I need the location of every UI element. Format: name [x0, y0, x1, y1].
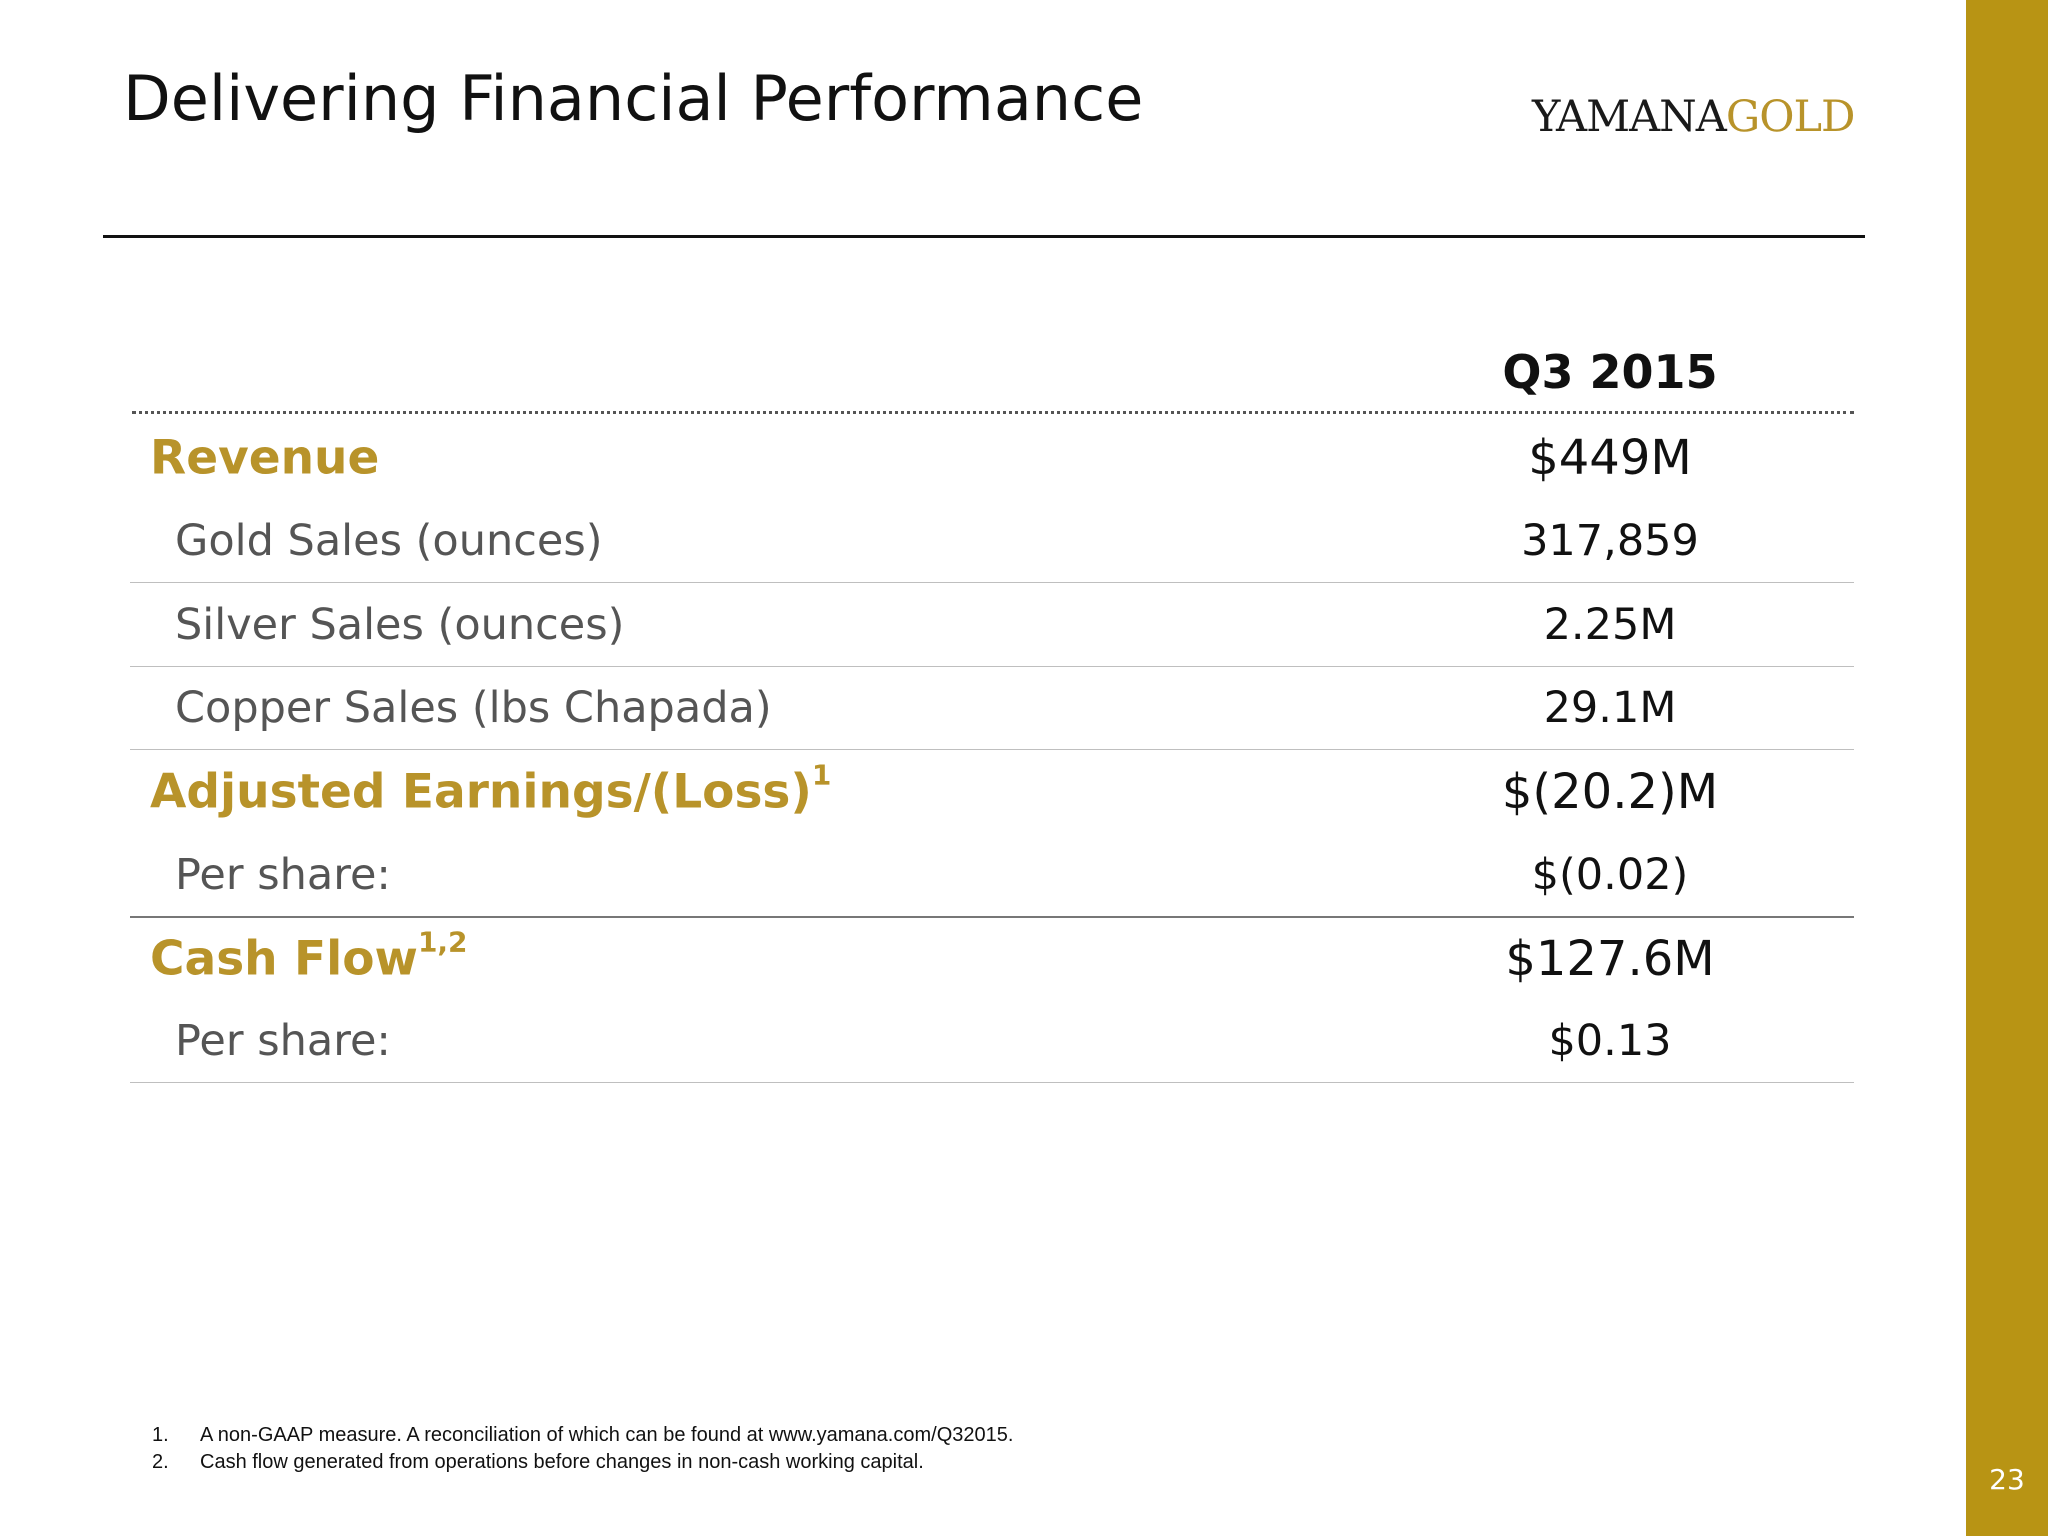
table-row-silver-sales: Silver Sales (ounces) 2.25M: [130, 583, 1854, 667]
header-dotted-divider: [132, 411, 1854, 414]
footnote-ref: 1,2: [417, 925, 468, 959]
table-row-revenue: Revenue $449M: [130, 416, 1854, 499]
table-row-cash-flow: Cash Flow1,2 $127.6M: [130, 917, 1854, 1000]
footnotes: 1. A non-GAAP measure. A reconciliation …: [152, 1424, 1013, 1478]
footnote-2: 2. Cash flow generated from operations b…: [152, 1451, 1013, 1474]
footnote-1: 1. A non-GAAP measure. A reconciliation …: [152, 1424, 1013, 1447]
footnote-text: A non-GAAP measure. A reconciliation of …: [200, 1424, 1014, 1446]
row-value: 2.25M: [1543, 599, 1677, 650]
row-label: Revenue: [150, 430, 380, 485]
row-value: $(0.02): [1531, 849, 1689, 900]
logo-yamana-text: YAMANA: [1532, 92, 1727, 142]
row-label: Copper Sales (lbs Chapada): [175, 682, 772, 733]
table-row-cash-flow-per-share: Per share: $0.13: [130, 999, 1854, 1083]
slide-title: Delivering Financial Performance: [123, 62, 1144, 135]
row-value: $(20.2)M: [1501, 763, 1719, 820]
row-value: $127.6M: [1505, 930, 1715, 987]
row-label: Per share:: [175, 849, 391, 900]
title-divider: [103, 235, 1865, 238]
logo-gold-text: GOLD: [1725, 92, 1856, 142]
table-row-copper-sales: Copper Sales (lbs Chapada) 29.1M: [130, 666, 1854, 750]
row-label: Gold Sales (ounces): [175, 515, 603, 566]
row-value: 29.1M: [1543, 682, 1677, 733]
gold-sidebar: [1966, 0, 2048, 1536]
table-row-earnings-per-share: Per share: $(0.02): [130, 833, 1854, 918]
row-label: Per share:: [175, 1015, 391, 1066]
row-value: $449M: [1528, 429, 1692, 486]
footnote-ref: 1: [811, 758, 832, 792]
row-label: Silver Sales (ounces): [175, 599, 625, 650]
row-label: Cash Flow1,2: [150, 925, 468, 986]
footnote-number: 1.: [152, 1424, 169, 1446]
table-row-gold-sales: Gold Sales (ounces) 317,859: [130, 499, 1854, 583]
footnote-number: 2.: [152, 1451, 169, 1473]
footnote-text: Cash flow generated from operations befo…: [200, 1451, 924, 1473]
row-label: Adjusted Earnings/(Loss)1: [150, 758, 832, 819]
column-header-q3-2015: Q3 2015: [1502, 345, 1718, 399]
table-row-adjusted-earnings: Adjusted Earnings/(Loss)1 $(20.2)M: [130, 750, 1854, 833]
row-value: 317,859: [1521, 515, 1699, 566]
page-number: 23: [1989, 1463, 2025, 1496]
row-value: $0.13: [1548, 1015, 1672, 1066]
yamana-gold-logo: YAMANAGOLD: [1532, 92, 1856, 142]
